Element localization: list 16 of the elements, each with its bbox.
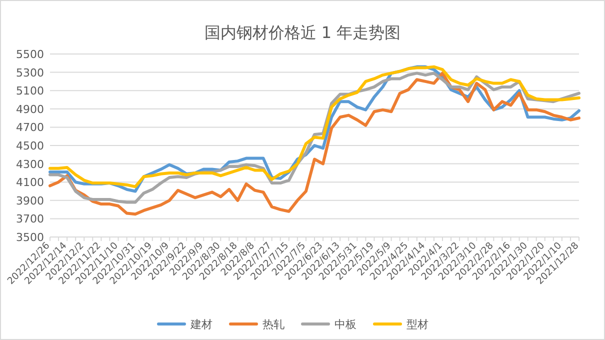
y-tick-label: 3700 <box>16 212 44 226</box>
legend-label: 中板 <box>334 318 356 331</box>
legend-label: 型材 <box>406 318 428 331</box>
y-tick-label: 4900 <box>16 102 44 116</box>
y-tick-label: 3500 <box>16 231 44 244</box>
y-tick-label: 4300 <box>16 158 44 171</box>
y-tick-label: 5100 <box>16 84 44 98</box>
y-tick-label: 4100 <box>16 176 44 190</box>
y-tick-label: 5300 <box>16 66 44 80</box>
chart-title: 国内钢材价格近 1 年走势图 <box>204 23 401 42</box>
y-tick-label: 4500 <box>16 140 44 152</box>
y-tick-label: 4700 <box>16 121 44 134</box>
y-tick-label: 5500 <box>16 48 44 61</box>
legend-label: 热轧 <box>262 318 284 331</box>
y-tick-label: 3900 <box>16 194 44 208</box>
legend-label: 建材 <box>190 318 212 331</box>
